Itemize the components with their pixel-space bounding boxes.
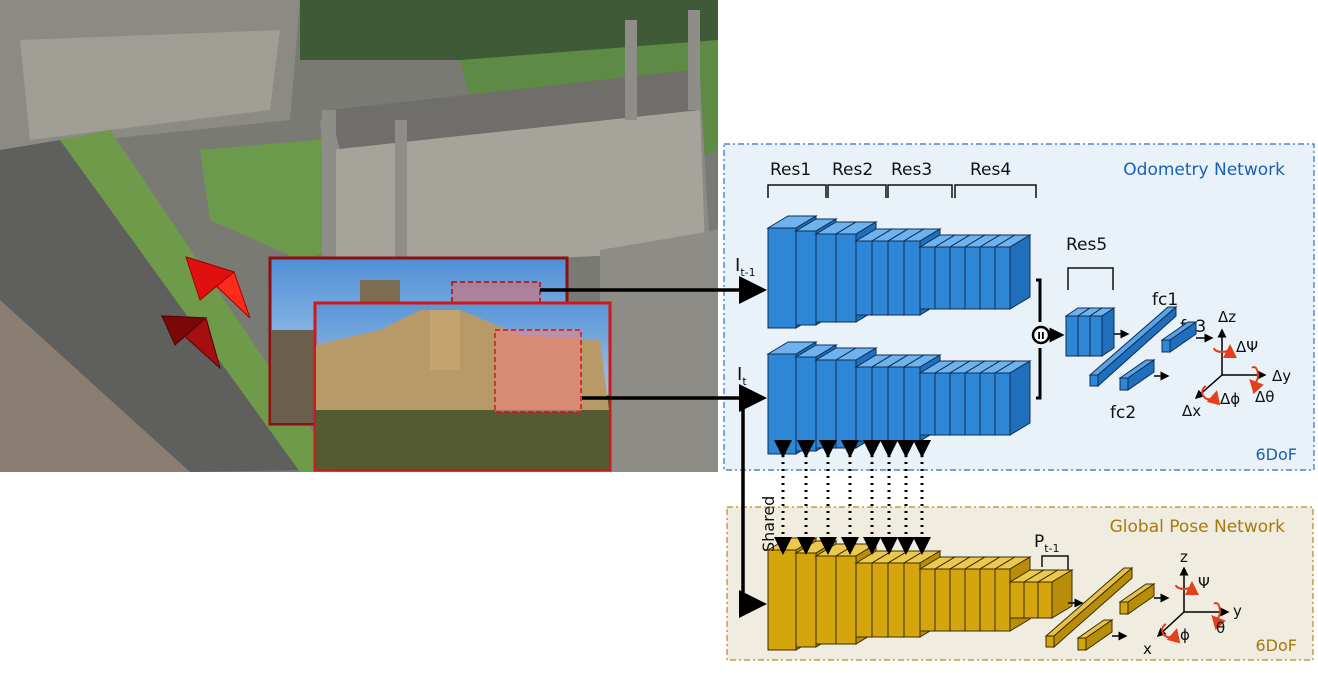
pose-prev-label: Pt-1 [1034, 532, 1060, 555]
odometry-top-layer-14 [993, 234, 1032, 310]
odometry-title: Odometry Network [1123, 160, 1285, 180]
global-fc3-layer [1118, 583, 1156, 615]
axis-phi: ϕ [1180, 626, 1190, 644]
axis-dpsi: ΔΨ [1236, 338, 1258, 356]
axis-dphi: Δϕ [1220, 390, 1240, 408]
res1-label: Res1 [770, 160, 811, 180]
merge-line-bottom [1036, 348, 1042, 400]
axis-y: y [1233, 602, 1242, 620]
global-axes: z Ψ y θ ϕ x [1143, 548, 1242, 658]
odometry-stream-top [766, 215, 1032, 329]
axis-dz: Δz [1218, 308, 1236, 326]
axis-theta: θ [1216, 619, 1225, 637]
axis-dx: Δx [1182, 402, 1201, 420]
axis-psi: Ψ [1198, 574, 1210, 592]
res3-bracket [887, 184, 953, 198]
global-title: Global Pose Network [1110, 517, 1286, 537]
res5-layer-3 [1088, 307, 1116, 357]
fc1-label: fc1 [1152, 290, 1178, 310]
res5-block [1064, 307, 1116, 357]
aerial-photo [0, 0, 718, 472]
axis-dy: Δy [1272, 367, 1291, 385]
odometry-dof-label: 6DoF [1256, 445, 1298, 464]
axis-dtheta: Δθ [1255, 388, 1274, 406]
input-curr-label: It [737, 364, 747, 388]
global-layer-17 [1036, 569, 1074, 619]
odometry-network-panel: Odometry Network 6DoF Res1 Res2 Res3 Res… [723, 143, 1315, 471]
frame-current [313, 301, 612, 472]
global-dof-label: 6DoF [1256, 636, 1298, 655]
odometry-stream-bottom [766, 341, 1032, 455]
camera-markers [160, 256, 251, 370]
fc2-layer [1118, 359, 1156, 391]
res2-label: Res2 [832, 160, 873, 180]
res4-bracket [954, 184, 1037, 198]
concat-symbol: II [1037, 331, 1044, 342]
shared-label: Shared [759, 496, 778, 552]
input-prev-label: It-1 [735, 255, 756, 279]
res4-label: Res4 [970, 160, 1011, 180]
fc3-layer [1160, 321, 1198, 353]
fc2-label: fc2 [1110, 403, 1136, 423]
odometry-bottom-layer-14 [993, 360, 1032, 436]
res5-label: Res5 [1066, 235, 1107, 255]
res5-bracket [1067, 267, 1114, 290]
global-stream [766, 537, 1074, 651]
axis-z: z [1180, 548, 1188, 566]
global-fc1-layer [1044, 566, 1134, 649]
global-fc2-layer [1076, 619, 1114, 651]
odometry-axes: Δz ΔΨ Δy Δθ Δϕ Δx [1182, 308, 1291, 420]
global-pose-network-panel: Global Pose Network 6DoF Pt-1 [726, 506, 1314, 661]
merge-line-top [1036, 278, 1042, 322]
res3-label: Res3 [891, 160, 932, 180]
axis-x: x [1143, 640, 1152, 658]
connections: Shared [540, 276, 931, 618]
arrow-to-global [739, 398, 767, 618]
res1-bracket [767, 184, 827, 198]
res2-bracket [827, 184, 887, 198]
fc1-layer [1088, 305, 1178, 388]
